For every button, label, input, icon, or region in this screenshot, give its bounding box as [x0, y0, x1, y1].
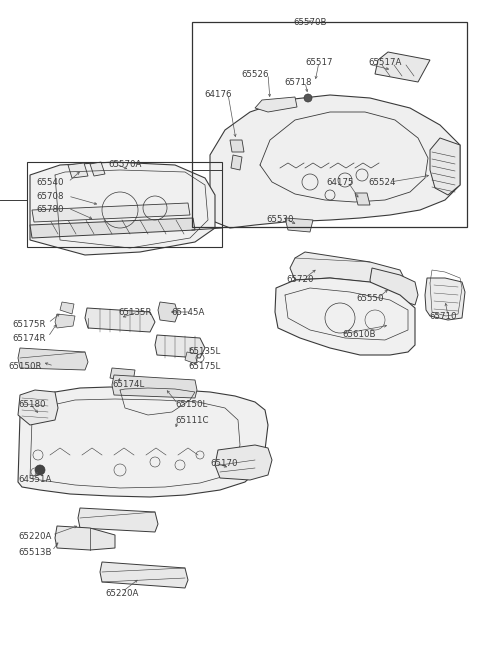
Polygon shape: [275, 278, 415, 355]
Polygon shape: [18, 387, 268, 497]
Polygon shape: [32, 203, 190, 222]
Bar: [192, 22, 467, 227]
Text: 65524: 65524: [368, 178, 396, 187]
Text: 65720: 65720: [286, 275, 314, 284]
Polygon shape: [215, 445, 272, 480]
Text: 65526: 65526: [241, 70, 269, 79]
Text: 65780: 65780: [36, 205, 63, 214]
Polygon shape: [185, 352, 198, 364]
Polygon shape: [430, 138, 460, 195]
Text: 65170: 65170: [210, 459, 238, 468]
Polygon shape: [30, 218, 195, 238]
Polygon shape: [231, 155, 242, 170]
Polygon shape: [60, 302, 74, 314]
Bar: [27, 162, 222, 247]
Text: 65710: 65710: [429, 312, 457, 321]
Polygon shape: [85, 308, 155, 332]
Polygon shape: [112, 375, 197, 398]
Text: 65570B: 65570B: [293, 18, 327, 27]
Text: 64176: 64176: [204, 90, 232, 99]
Text: 65220A: 65220A: [105, 589, 139, 598]
Polygon shape: [370, 268, 418, 305]
Text: 65175R: 65175R: [12, 320, 46, 329]
Text: 65135R: 65135R: [118, 308, 152, 317]
Polygon shape: [285, 218, 313, 232]
Text: 65174L: 65174L: [112, 380, 144, 389]
Text: 64175: 64175: [326, 178, 354, 187]
Text: 65180: 65180: [18, 400, 46, 409]
Polygon shape: [68, 163, 88, 178]
Polygon shape: [100, 562, 188, 588]
Text: 65610B: 65610B: [342, 330, 375, 339]
Polygon shape: [375, 52, 430, 82]
Polygon shape: [155, 335, 205, 358]
Polygon shape: [355, 193, 370, 205]
Polygon shape: [110, 368, 135, 382]
Text: 65220A: 65220A: [18, 532, 51, 541]
Text: 65513B: 65513B: [18, 548, 51, 557]
Text: 65517: 65517: [305, 58, 333, 67]
Text: 65150R: 65150R: [8, 362, 41, 371]
Text: 65530: 65530: [266, 215, 294, 224]
Text: 65718: 65718: [284, 78, 312, 87]
Text: 65145A: 65145A: [171, 308, 204, 317]
Text: 65540: 65540: [36, 178, 63, 187]
Polygon shape: [18, 348, 88, 370]
Polygon shape: [255, 97, 297, 112]
Text: 65708: 65708: [36, 192, 63, 201]
Polygon shape: [18, 390, 58, 425]
Polygon shape: [210, 95, 460, 228]
Polygon shape: [55, 526, 115, 550]
Text: 65570A: 65570A: [108, 160, 142, 169]
Text: 65550: 65550: [356, 294, 384, 303]
Polygon shape: [290, 252, 405, 285]
Text: 65175L: 65175L: [188, 362, 220, 371]
Text: 64351A: 64351A: [18, 475, 51, 484]
Polygon shape: [30, 162, 215, 255]
Circle shape: [304, 94, 312, 102]
Circle shape: [35, 465, 45, 475]
Text: 65174R: 65174R: [12, 334, 46, 343]
Polygon shape: [90, 162, 105, 176]
Polygon shape: [55, 314, 75, 328]
Text: 65111C: 65111C: [175, 416, 208, 425]
Text: 65517A: 65517A: [368, 58, 401, 67]
Text: 65150L: 65150L: [175, 400, 207, 409]
Polygon shape: [230, 140, 244, 152]
Polygon shape: [158, 302, 178, 322]
Polygon shape: [425, 278, 465, 320]
Polygon shape: [78, 508, 158, 532]
Text: 65135L: 65135L: [188, 347, 220, 356]
